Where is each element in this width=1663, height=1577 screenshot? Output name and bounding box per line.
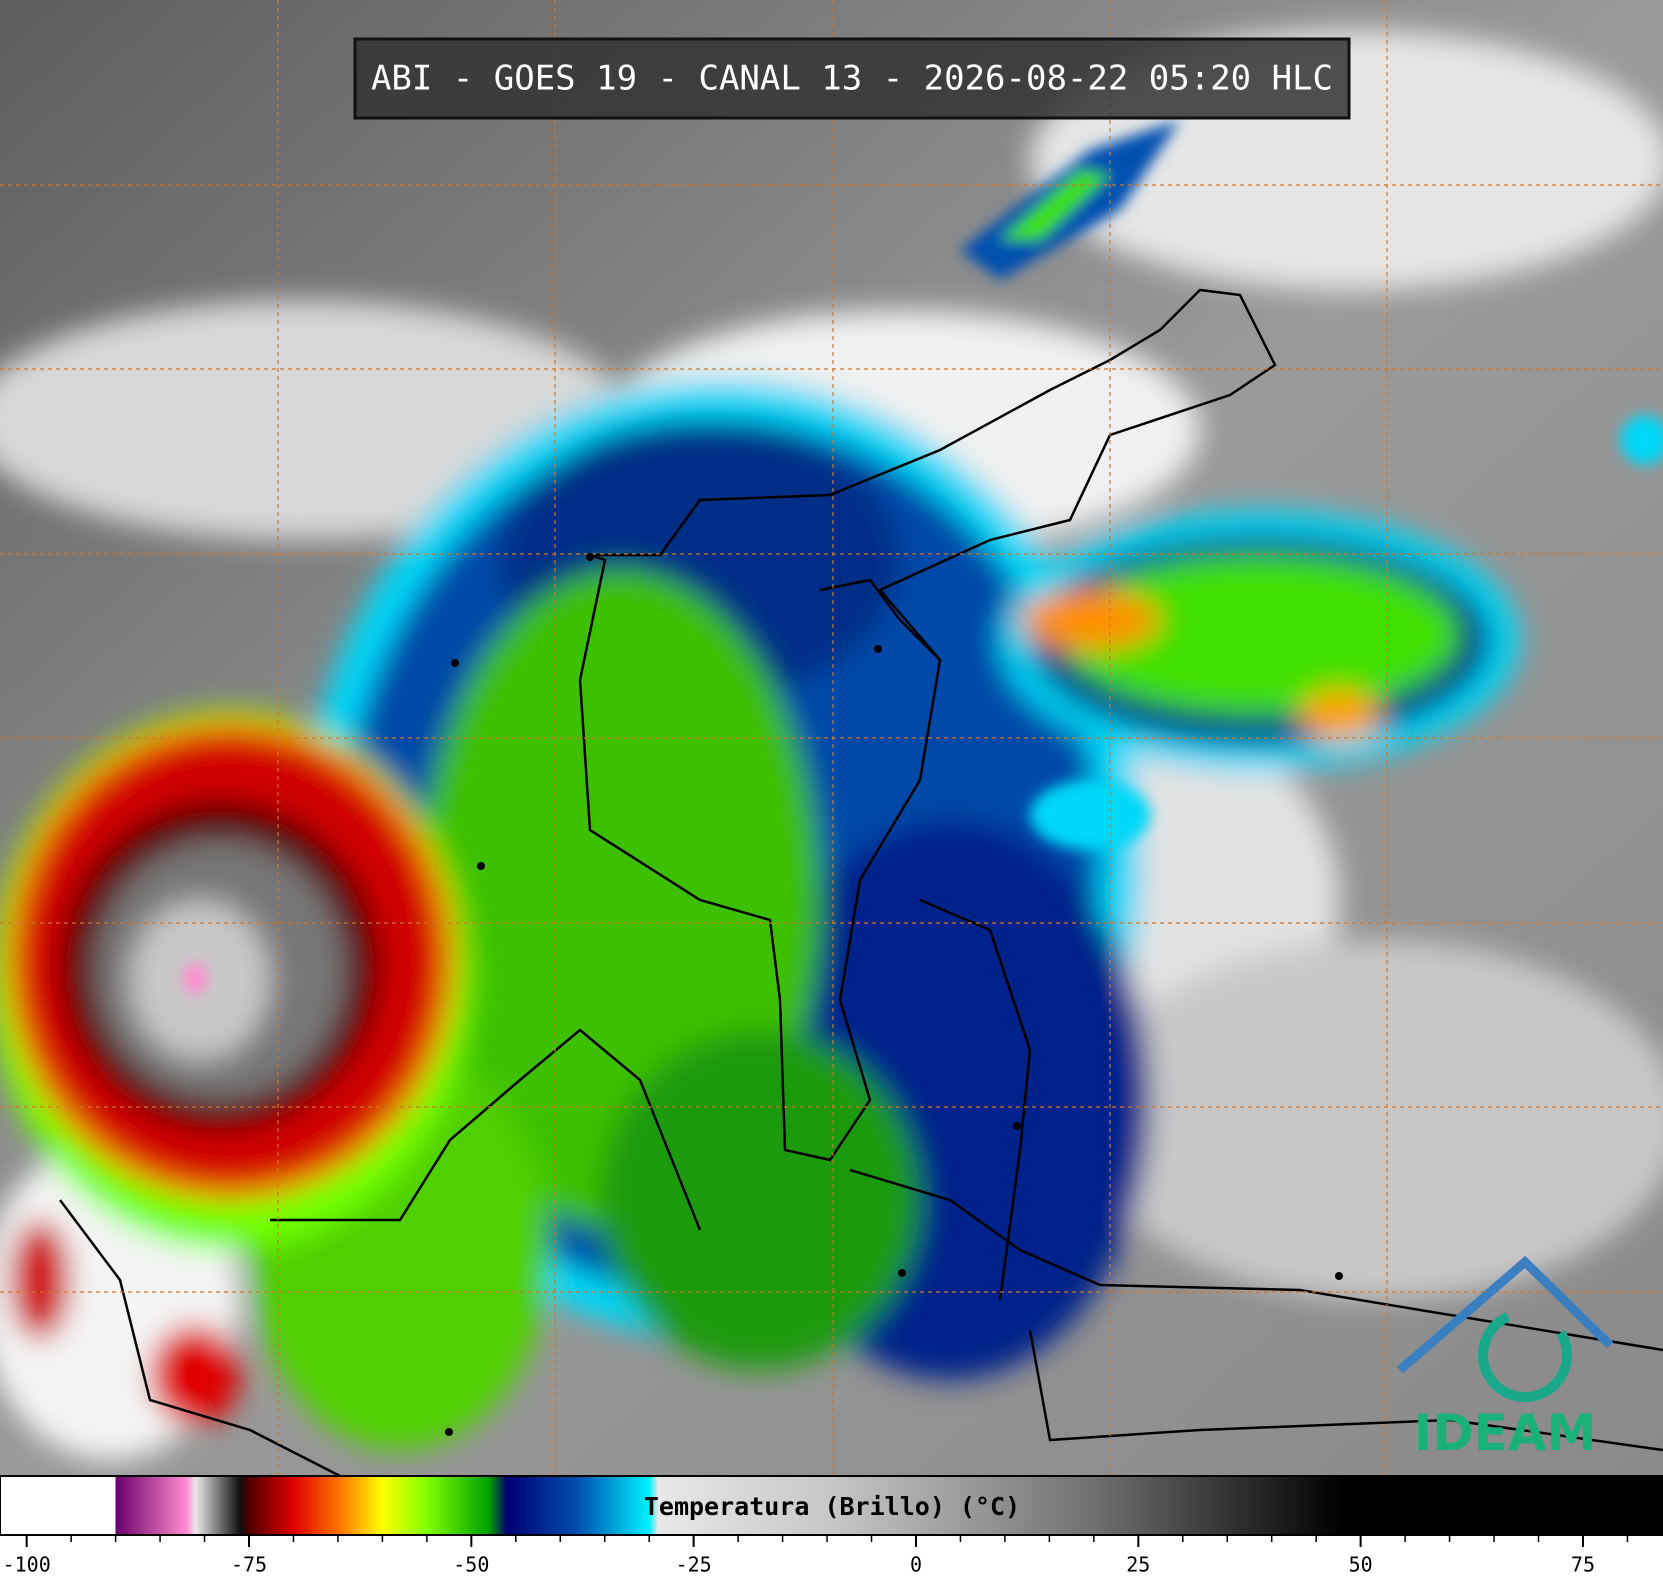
satellite-image xyxy=(0,0,1663,1476)
graticule xyxy=(0,0,1663,1476)
tick-label: 25 xyxy=(1126,1553,1150,1577)
logo: IDEAM xyxy=(1397,1255,1614,1462)
tick-label: 0 xyxy=(910,1553,922,1577)
tick-label: -75 xyxy=(231,1553,267,1577)
title-box: ABI - GOES 19 - CANAL 13 - 2026-08-22 05… xyxy=(353,37,1351,120)
tick-label: -50 xyxy=(453,1553,489,1577)
tick-label: -100 xyxy=(3,1553,51,1577)
colorbar-label: Temperatura (Brillo) (°C) xyxy=(644,1492,1020,1521)
tick-label: 75 xyxy=(1571,1553,1595,1577)
tick-label: -25 xyxy=(676,1553,712,1577)
cities xyxy=(445,553,1343,1436)
colorbar: Temperatura (Brillo) (°C) -100 -75 -50 -25 0… xyxy=(0,1475,1663,1577)
logo-text: IDEAM xyxy=(1414,1404,1597,1462)
tick-label: 50 xyxy=(1349,1553,1373,1577)
cloud-details xyxy=(183,120,1663,994)
title-background xyxy=(353,37,1351,120)
logo-roof xyxy=(1397,1255,1614,1374)
borders xyxy=(59,288,1663,1476)
logo-swirl xyxy=(1478,1308,1572,1402)
colorbar-ramp xyxy=(0,1475,1663,1536)
title: ABI - GOES 19 - CANAL 13 - 2026-08-22 05… xyxy=(371,59,1333,99)
